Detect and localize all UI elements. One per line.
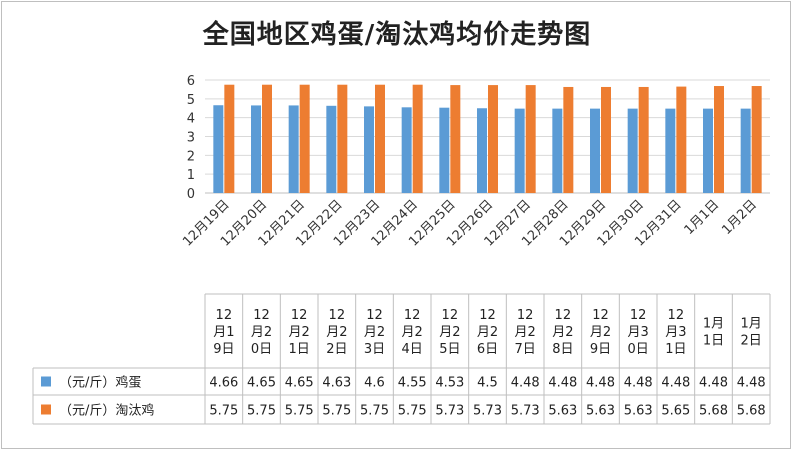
bar-egg (590, 108, 600, 193)
table-value-cell: 4.53 (435, 376, 464, 391)
legend-label-egg: （元/斤）鸡蛋 (59, 375, 141, 391)
y-tick-label: 5 (187, 93, 195, 108)
bar-hen (638, 86, 649, 193)
bar-egg (364, 106, 374, 193)
bar-hen (337, 84, 348, 193)
table-value-cell: 5.73 (511, 404, 540, 419)
table-header-cell: 12 月2 7日 (515, 308, 536, 357)
bar-egg (326, 105, 337, 193)
x-tick-label: 1月1日 (682, 197, 723, 238)
bar-hen (563, 86, 574, 193)
bar-hen (299, 84, 310, 193)
legend-swatch-hen (41, 404, 51, 415)
table-value-cell: 5.75 (209, 404, 238, 419)
table-header-cell: 12 月2 6日 (477, 308, 498, 357)
bar-hen (375, 84, 385, 193)
table-value-cell: 5.75 (322, 404, 351, 419)
table-header-cell: 12 月1 9日 (213, 308, 234, 357)
bar-egg (703, 108, 713, 193)
table-value-cell: 4.48 (699, 376, 728, 391)
x-tick-label: 1月2日 (719, 197, 760, 238)
table-value-cell: 5.73 (473, 404, 502, 419)
bar-egg (665, 108, 676, 193)
table-value-cell: 5.75 (398, 404, 427, 419)
table-header-cell: 12 月2 4日 (402, 308, 423, 357)
y-tick-label: 6 (187, 74, 195, 89)
table-value-cell: 5.73 (435, 404, 464, 419)
bar-hen (450, 85, 461, 193)
bar-hen (224, 84, 235, 193)
table-header-cell: 12 月2 8日 (552, 308, 573, 357)
bar-hen (751, 86, 762, 193)
table-header-cell: 12 月3 0日 (628, 308, 649, 357)
bar-egg (514, 108, 525, 193)
y-tick-label: 1 (187, 168, 195, 183)
table-value-cell: 4.5 (477, 376, 498, 391)
y-tick-label: 0 (187, 187, 195, 202)
chart-title: 全国地区鸡蛋/淘汰鸡均价走势图 (202, 20, 592, 50)
table-value-cell: 5.75 (285, 404, 314, 419)
table-value-cell: 4.65 (285, 376, 314, 391)
table-header-cell: 12 月2 9日 (590, 308, 611, 357)
legend-swatch-egg (41, 376, 51, 387)
bar-egg (740, 108, 751, 193)
bar-egg (439, 107, 450, 193)
table-value-cell: 5.75 (247, 404, 276, 419)
table-value-cell: 5.68 (699, 404, 728, 419)
bar-egg (552, 108, 563, 193)
table-value-cell: 5.68 (737, 404, 766, 419)
table-value-cell: 4.6 (364, 376, 385, 391)
bar-egg (477, 108, 487, 193)
bar-egg (401, 107, 412, 193)
bar-hen (525, 85, 536, 193)
y-tick-label: 3 (187, 131, 195, 146)
table-value-cell: 5.75 (360, 404, 389, 419)
table-value-cell: 5.65 (661, 404, 690, 419)
table-value-cell: 5.63 (548, 404, 577, 419)
bar-egg (251, 105, 261, 193)
table-value-cell: 4.48 (661, 376, 690, 391)
table-value-cell: 5.63 (624, 404, 653, 419)
table-value-cell: 4.63 (322, 376, 351, 391)
table-value-cell: 4.48 (511, 376, 540, 391)
table-header-cell: 12 月2 2日 (326, 308, 347, 357)
y-tick-label: 2 (187, 149, 195, 164)
table-value-cell: 4.66 (209, 376, 238, 391)
bar-egg (288, 105, 299, 193)
table-value-cell: 4.48 (586, 376, 615, 391)
bar-hen (262, 84, 272, 193)
y-tick-label: 4 (187, 112, 195, 127)
table-value-cell: 4.55 (398, 376, 427, 391)
table-header-cell: 12 月2 0日 (251, 308, 272, 357)
bar-hen (676, 86, 687, 193)
table-value-cell: 4.48 (624, 376, 653, 391)
table-header-cell: 12 月2 3日 (364, 308, 385, 357)
table-value-cell: 5.63 (586, 404, 615, 419)
table-value-cell: 4.65 (247, 376, 276, 391)
bar-egg (627, 108, 638, 193)
bar-egg (213, 105, 224, 193)
table-value-cell: 4.48 (548, 376, 577, 391)
bar-hen (488, 85, 498, 193)
table-header-cell: 1月 1日 (703, 317, 724, 349)
table-header-cell: 12 月2 1日 (289, 308, 310, 357)
table-value-cell: 4.48 (737, 376, 766, 391)
table-header-cell: 12 月2 5日 (439, 308, 460, 357)
table-header-cell: 12 月3 1日 (665, 308, 686, 357)
legend-label-hen: （元/斤）淘汰鸡 (59, 403, 154, 419)
bar-hen (601, 86, 611, 193)
bar-hen (412, 84, 423, 193)
table-header-cell: 1月 2日 (741, 317, 762, 349)
bar-hen (714, 86, 724, 193)
